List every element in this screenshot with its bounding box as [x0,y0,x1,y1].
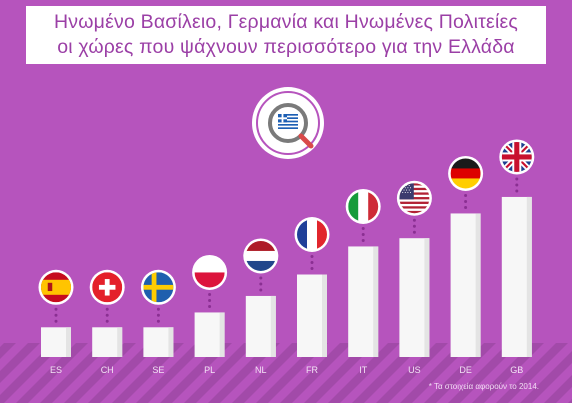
bar-group-se: SE [140,269,176,375]
italy-flag-icon [345,188,381,224]
connector-dot [208,298,212,302]
bar-group-ch: CH [89,269,125,375]
bar-group-de: DE [448,155,484,375]
bar-group-fr: FR [294,217,330,375]
connector-dot [361,238,365,242]
connector-dot [259,288,263,292]
connector-dot [412,230,416,234]
category-label-us: US [408,365,421,375]
connector-dot [156,319,160,323]
title-box: Ηνωμένο Βασίλειο, Γερμανία και Ηνωμένες … [26,6,546,64]
netherlands-flag-icon [243,238,279,274]
category-label-de: DE [459,365,472,375]
connector-dot [310,261,314,264]
connector-dot [515,177,519,181]
category-label-it: IT [359,365,368,375]
bar-shade [66,327,71,357]
connector-dot [412,218,416,222]
sweden-flag-icon [140,269,176,305]
category-label-fr: FR [306,365,318,375]
connector-dot [156,313,160,317]
bar-shade [168,327,174,357]
connector-dot [208,304,212,308]
connector-dot [105,313,109,317]
connector-dot [310,267,314,270]
switzerland-flag-icon [89,269,125,305]
connector-dot [361,232,365,236]
bar-group-it: IT [345,188,381,375]
connector-dot [54,313,58,317]
connector-dot [464,193,468,197]
connector-dot [156,307,160,311]
category-label-nl: NL [255,365,267,375]
connector-dot [515,183,519,187]
connector-dot [310,255,314,258]
connector-dot [259,276,263,280]
floor-stripes [0,343,572,403]
connector-dot [54,319,58,323]
chart-title-line-2: οι χώρες που ψάχνουν περισσότερο για την… [57,36,515,58]
connector-dot [464,205,468,209]
connector-dot [208,292,212,296]
usa-flag-icon [396,180,432,216]
connector-dot [259,282,263,286]
bar-group-es: ES [38,269,74,375]
connector-dot [105,319,109,323]
bar-group-us: US [396,180,432,375]
category-label-es: ES [50,365,62,375]
greece-flag-magnifier-icon [252,87,324,159]
category-label-se: SE [152,365,164,375]
bar-shade [424,238,430,357]
connector-dot [515,189,519,193]
bar-group-nl: NL [243,238,279,375]
bar-shade [322,274,327,357]
category-label-ch: CH [101,365,114,375]
connector-dot [412,224,416,228]
bar-shade [117,327,123,357]
uk-flag-icon [499,139,535,175]
connector-dot [361,226,365,230]
category-label-pl: PL [204,365,215,375]
spain-flag-icon [38,269,74,305]
bar-group-pl: PL [192,254,228,375]
germany-flag-icon [448,155,484,191]
bar-shade [475,213,481,357]
poland-flag-icon [192,254,228,290]
chart-title-line-1: Ηνωμένο Βασίλειο, Γερμανία και Ηνωμένες … [54,11,518,33]
category-label-gb: GB [510,365,523,375]
bar-shade [219,312,225,357]
connector-dot [464,199,468,203]
bar-group-gb: GB [499,139,535,375]
connector-dot [54,307,58,311]
bar-shade [270,295,276,357]
footnote: * Τα στοιχεία αφορούν το 2014. [428,382,539,391]
bar-shade [373,246,379,357]
france-flag-icon [294,217,330,252]
connector-dot [105,307,109,311]
bar-shade [526,196,532,357]
